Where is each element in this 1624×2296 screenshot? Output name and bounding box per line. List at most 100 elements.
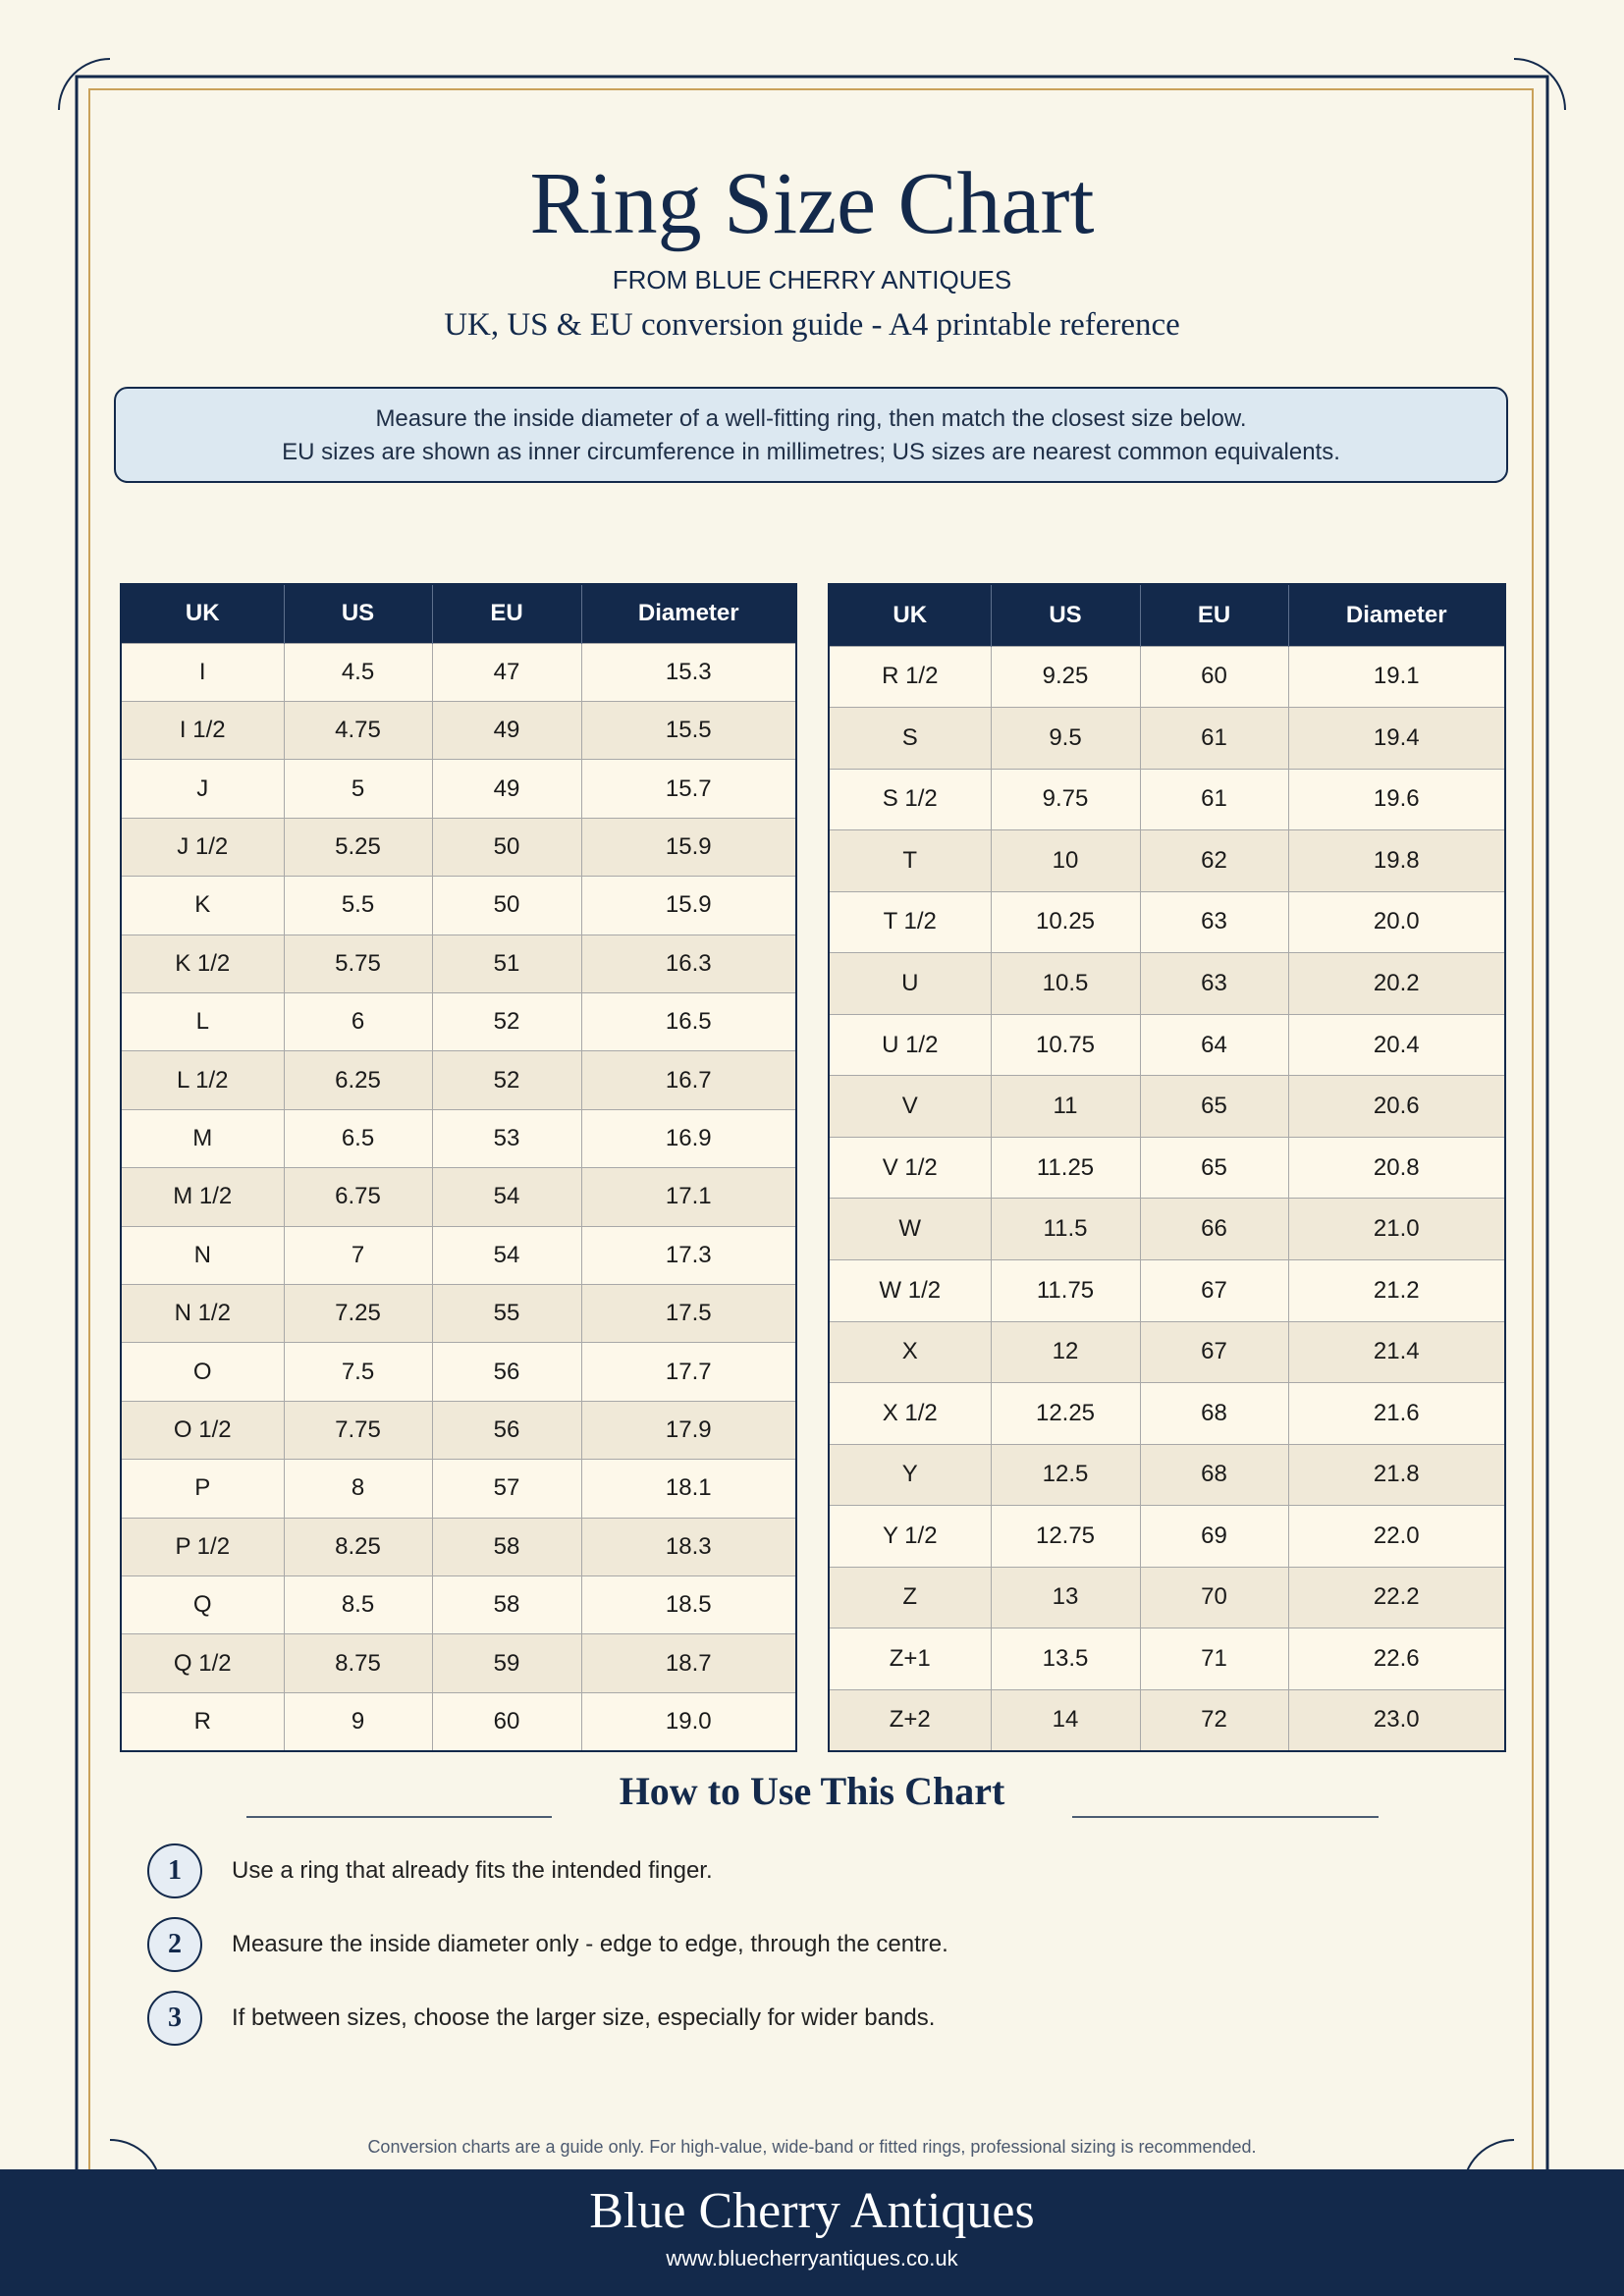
step-text: Use a ring that already fits the intende… <box>232 1857 713 1884</box>
size-row: U 1/2 10.75 64 20.4 <box>828 1013 1506 1077</box>
cell: 59 <box>431 1633 582 1693</box>
size-row: P 8 57 18.1 <box>120 1459 797 1519</box>
cell: 8.75 <box>283 1633 433 1693</box>
step-text: Measure the inside diameter only - edge … <box>232 1931 948 1957</box>
cell: 57 <box>431 1459 582 1519</box>
cell: 7.25 <box>283 1283 433 1344</box>
size-row: O 7.5 56 17.7 <box>120 1342 797 1402</box>
step: 1 Use a ring that already fits the intend… <box>147 1843 713 1898</box>
size-row: Y 12.5 68 21.8 <box>828 1443 1506 1507</box>
cell: 10.25 <box>990 890 1141 954</box>
cell: Z+1 <box>828 1628 992 1690</box>
cell: 5.5 <box>283 876 433 935</box>
size-row: Y 1/2 12.75 69 22.0 <box>828 1505 1506 1568</box>
step-number: 3 <box>147 1991 202 2046</box>
size-row: V 11 65 20.6 <box>828 1075 1506 1138</box>
cell: Q 1/2 <box>120 1633 285 1693</box>
cell: X <box>828 1320 992 1384</box>
size-row: J 5 49 15.7 <box>120 759 797 819</box>
cell: 62 <box>1139 829 1289 892</box>
cell: 5 <box>283 759 433 819</box>
size-row: K 5.5 50 15.9 <box>120 876 797 935</box>
cell: Z+2 <box>828 1688 992 1752</box>
size-row: I 4.5 47 15.3 <box>120 642 797 702</box>
cell: 70 <box>1139 1566 1289 1629</box>
cell: 21.0 <box>1287 1198 1506 1260</box>
cell: 16.3 <box>580 934 797 993</box>
cell: 17.9 <box>580 1400 797 1461</box>
cell: T <box>828 829 992 892</box>
footer-name: Blue Cherry Antiques <box>589 2183 1035 2239</box>
disclaimer: Conversion charts are a guide only. For … <box>367 2137 1257 2157</box>
cell: S 1/2 <box>828 768 992 831</box>
step: 3 If between sizes, choose the larger siz… <box>147 1991 935 2046</box>
cell: K <box>120 876 285 935</box>
cell: V 1/2 <box>828 1136 992 1200</box>
column-header: US <box>991 584 1141 646</box>
size-row: N 7 54 17.3 <box>120 1225 797 1285</box>
size-row: Z+2 14 72 23.0 <box>828 1688 1506 1752</box>
cell: J 1/2 <box>120 817 285 878</box>
cell: Y 1/2 <box>828 1505 992 1568</box>
cell: 71 <box>1139 1628 1289 1690</box>
column-header: US <box>284 584 433 643</box>
cell: 4.75 <box>283 700 433 761</box>
header-row: UK US EU Diameter <box>121 584 797 643</box>
cell: 15.7 <box>580 759 797 819</box>
cell: W <box>828 1198 992 1260</box>
size-row: W 11.5 66 21.0 <box>828 1198 1506 1260</box>
cell: 55 <box>431 1283 582 1344</box>
size-row: S 1/2 9.75 61 19.6 <box>828 768 1506 831</box>
cell: 12.75 <box>990 1505 1141 1568</box>
step-text: If between sizes, choose the larger size… <box>232 2004 936 2031</box>
cell: V <box>828 1075 992 1138</box>
cell: 65 <box>1139 1136 1289 1200</box>
cell: 18.3 <box>580 1517 797 1577</box>
size-row: Q 8.5 58 18.5 <box>120 1575 797 1635</box>
step-number: 1 <box>147 1843 202 1898</box>
cell: 60 <box>1139 645 1289 709</box>
cell: L <box>120 991 285 1052</box>
column-header: UK <box>121 584 285 643</box>
note-box: Measure the inside diameter of a well-fi… <box>114 387 1508 483</box>
cell: 50 <box>431 876 582 935</box>
cell: Q <box>120 1575 285 1635</box>
cell: 6 <box>283 991 433 1052</box>
cell: 12 <box>990 1320 1141 1384</box>
cell: 56 <box>431 1342 582 1402</box>
cell: 14 <box>990 1688 1141 1752</box>
cell: 6.5 <box>283 1108 433 1169</box>
size-row: T 10 62 19.8 <box>828 829 1506 892</box>
size-row: R 9 60 19.0 <box>120 1691 797 1752</box>
cell: 12.5 <box>990 1443 1141 1507</box>
cell: 8.5 <box>283 1575 433 1635</box>
size-row: J 1/2 5.25 50 15.9 <box>120 817 797 878</box>
footer: Blue Cherry Antiques www.bluecherryantiq… <box>0 2169 1624 2296</box>
cell: 6.75 <box>283 1167 433 1227</box>
cell: 61 <box>1139 768 1289 831</box>
cell: 7 <box>283 1225 433 1285</box>
cell: Y <box>828 1443 992 1507</box>
cell: 7.5 <box>283 1342 433 1402</box>
cell: 47 <box>431 642 582 702</box>
size-row: R 1/2 9.25 60 19.1 <box>828 645 1506 709</box>
cell: N <box>120 1225 285 1285</box>
cell: 10 <box>990 829 1141 892</box>
size-row: P 1/2 8.25 58 18.3 <box>120 1517 797 1577</box>
cell: 52 <box>431 991 582 1052</box>
size-row: Z 13 70 22.2 <box>828 1566 1506 1629</box>
cell: 49 <box>431 759 582 819</box>
cell: 21.6 <box>1287 1382 1506 1445</box>
cell: 13 <box>990 1566 1141 1629</box>
cell: 16.5 <box>580 991 797 1052</box>
cell: I <box>120 642 285 702</box>
note-line: Measure the inside diameter of a well-fi… <box>375 405 1247 432</box>
cell: 9.25 <box>990 645 1141 709</box>
size-row: Z+1 13.5 71 22.6 <box>828 1628 1506 1690</box>
cell: 6.25 <box>283 1050 433 1110</box>
cell: 53 <box>431 1108 582 1169</box>
cell: 19.0 <box>580 1691 797 1752</box>
cell: 52 <box>431 1050 582 1110</box>
cell: S <box>828 707 992 770</box>
cell: 20.0 <box>1287 890 1506 954</box>
